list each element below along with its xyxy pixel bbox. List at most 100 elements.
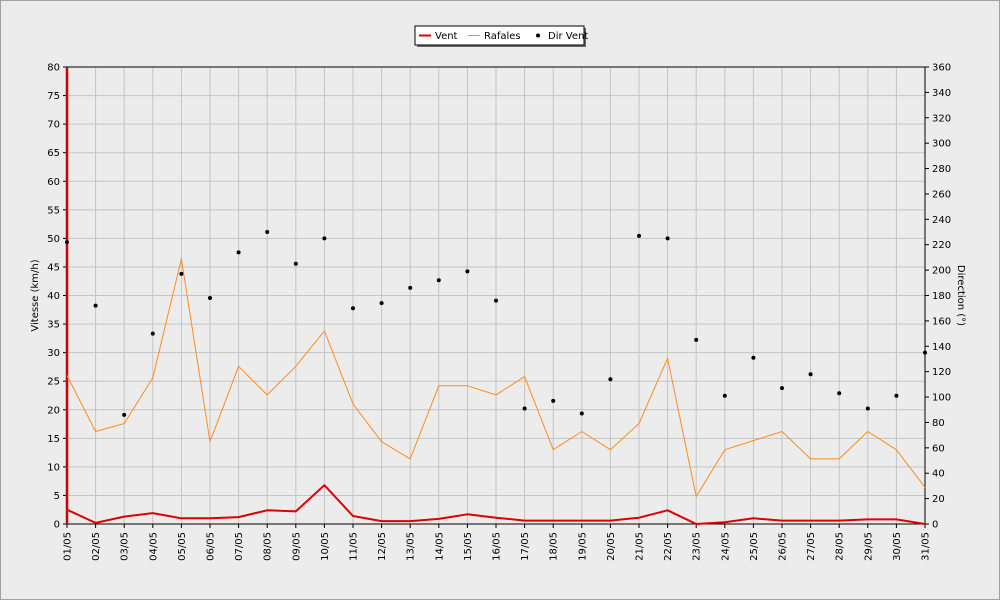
y-tick-label: 45	[47, 262, 60, 273]
legend-label: Rafales	[484, 31, 521, 42]
y2-tick-label: 40	[932, 469, 945, 480]
y2-tick-label: 240	[932, 215, 951, 226]
x-tick-label: 31/05	[921, 532, 932, 561]
series-line-vent	[66, 484, 926, 525]
y2-tick-label: 180	[932, 291, 951, 302]
legend-label: Vent	[435, 31, 458, 42]
dir-vent-point	[694, 337, 699, 342]
series	[65, 230, 927, 525]
y2-tick-label: 220	[932, 240, 951, 251]
y2-tick-label: 360	[932, 63, 951, 74]
y-tick-label: 0	[54, 520, 60, 531]
dir-vent-point	[522, 406, 527, 411]
y-tick-label: 75	[47, 91, 60, 102]
dir-vent-point	[665, 236, 670, 241]
y2-tick-label: 280	[932, 164, 951, 175]
y2-tick-label: 140	[932, 342, 951, 353]
x-tick-label: 22/05	[663, 532, 674, 561]
x-tick-label: 03/05	[120, 532, 131, 561]
y-tick-label: 60	[47, 177, 60, 188]
legend-box	[414, 25, 585, 46]
legend-label: Dir Vent	[548, 31, 588, 42]
x-tick-label: 07/05	[234, 532, 245, 561]
x-tick-label: 21/05	[635, 532, 646, 561]
y2-tick-label: 100	[932, 393, 951, 404]
x-tick-label: 27/05	[806, 532, 817, 561]
dir-vent-point	[894, 393, 899, 398]
y-tick-label: 25	[47, 377, 60, 388]
x-tick-label: 02/05	[91, 532, 102, 561]
dir-vent-point	[865, 406, 870, 411]
y2-tick-label: 160	[932, 316, 951, 327]
x-tick-label: 13/05	[406, 532, 417, 561]
x-tick-label: 28/05	[835, 532, 846, 561]
dir-vent-point	[265, 230, 270, 235]
y-tick-label: 55	[47, 205, 60, 216]
x-tick-label: 26/05	[778, 532, 789, 561]
y-tick-label: 70	[47, 120, 60, 131]
axes: 0 5 10 15 20 25 30 35 40 45 50 55 60 65 70 75 80 0 20 40 60 8…	[47, 63, 951, 561]
dir-vent-point	[65, 240, 69, 245]
x-tick-label: 18/05	[549, 532, 560, 561]
x-tick-label: 19/05	[577, 532, 588, 561]
y-tick-label: 50	[47, 234, 60, 245]
legend: Vent Rafales Dir Vent	[414, 25, 588, 47]
y-tick-label: 30	[47, 348, 60, 359]
series-line-rafales	[66, 258, 926, 498]
x-tick-label: 14/05	[434, 532, 445, 561]
y2-tick-label: 20	[932, 494, 945, 505]
x-tick-label: 10/05	[320, 532, 331, 561]
y-tick-label: 40	[47, 291, 60, 302]
dir-vent-point	[150, 331, 155, 336]
y2-tick-label: 60	[932, 443, 945, 454]
dir-vent-point	[379, 301, 384, 306]
dir-vent-point	[780, 386, 784, 391]
dir-vent-point	[551, 398, 556, 403]
dir-vent-point	[923, 350, 927, 355]
dir-vent-point	[837, 391, 842, 396]
dir-vent-point	[322, 236, 327, 241]
dir-vent-point	[351, 306, 355, 311]
y-tick-label: 10	[47, 462, 60, 473]
dir-vent-point	[494, 298, 498, 303]
y2-tick-label: 300	[932, 139, 951, 150]
x-tick-label: 20/05	[606, 532, 617, 561]
y-axis-label: Vitesse (km/h)	[30, 259, 41, 331]
x-tick-label: 29/05	[863, 532, 874, 561]
x-tick-label: 23/05	[692, 532, 703, 561]
x-tick-label: 09/05	[291, 532, 302, 561]
y-tick-label: 5	[54, 491, 60, 502]
x-tick-label: 16/05	[492, 532, 503, 561]
dir-vent-point	[236, 250, 241, 255]
y-tick-label: 65	[47, 148, 60, 159]
x-tick-label: 12/05	[377, 532, 388, 561]
y-tick-label: 15	[47, 434, 60, 445]
dir-vent-point	[122, 412, 127, 417]
x-tick-label: 05/05	[177, 532, 188, 561]
dir-vent-point	[436, 278, 441, 283]
dir-vent-point	[293, 261, 298, 266]
x-tick-label: 24/05	[720, 532, 731, 561]
dir-vent-point	[93, 303, 98, 308]
x-tick-label: 04/05	[148, 532, 159, 561]
x-tick-label: 17/05	[520, 532, 531, 561]
x-tick-label: 11/05	[349, 532, 360, 561]
dir-vent-point	[637, 233, 641, 238]
dir-vent-point	[751, 355, 756, 360]
dir-vent-point	[579, 411, 584, 416]
y2-tick-label: 320	[932, 113, 951, 124]
dir-vent-point	[808, 372, 813, 377]
legend-swatch	[536, 33, 540, 38]
y2-tick-label: 0	[932, 520, 938, 531]
x-tick-label: 15/05	[463, 532, 474, 561]
dir-vent-point	[608, 377, 613, 382]
y-tick-label: 80	[47, 63, 60, 74]
dir-vent-point	[722, 393, 727, 398]
x-tick-label: 30/05	[892, 532, 903, 561]
y2-tick-label: 260	[932, 189, 951, 200]
y2-axis-label: Direction (°)	[955, 265, 966, 326]
dir-vent-point	[408, 285, 413, 290]
dir-vent-point	[208, 296, 212, 301]
